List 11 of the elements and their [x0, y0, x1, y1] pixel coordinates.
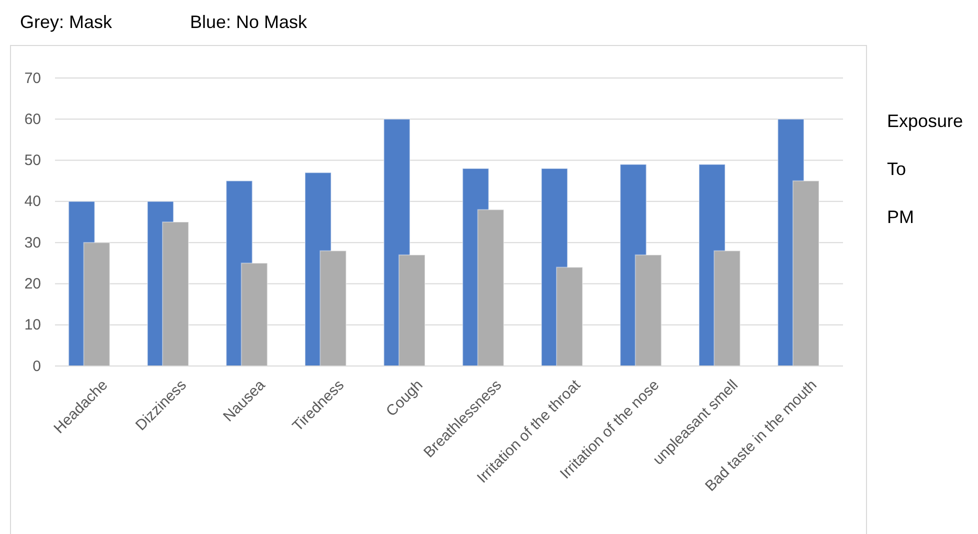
y-tick-label: 20: [24, 276, 41, 293]
y-tick-label: 60: [24, 110, 41, 128]
y-tick-label: 50: [24, 152, 41, 170]
y-tick-label: 40: [24, 193, 41, 210]
y-tick-label: 10: [24, 316, 41, 334]
y-tick-label: 70: [24, 70, 41, 87]
y-tick-label: 30: [24, 234, 41, 252]
text: Grey: Mask: [20, 12, 114, 32]
text: Blue: No Mask: [190, 12, 308, 32]
y-tick-label: 0: [32, 358, 41, 375]
text: Exposure To PM: [887, 111, 964, 227]
